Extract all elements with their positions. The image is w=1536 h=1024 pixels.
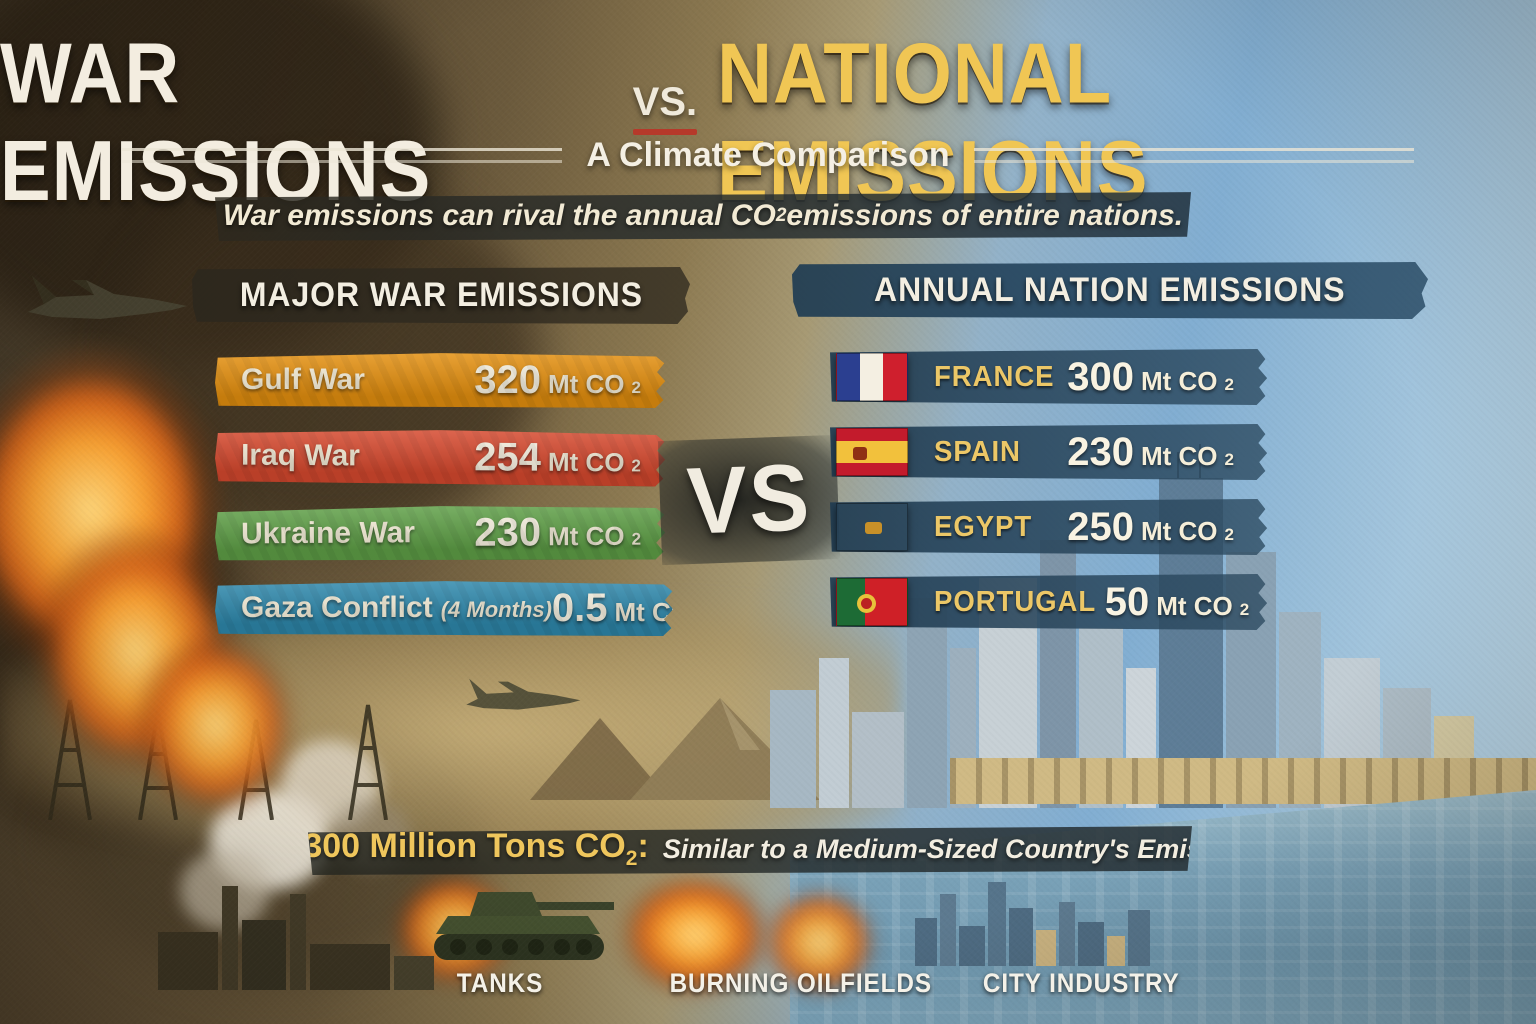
portugal-flag-icon [836, 578, 908, 626]
egypt-flag-icon [836, 503, 908, 551]
france-flag-icon [836, 353, 908, 401]
war-bar-iraq: Iraq War 254 Mt CO 2 [215, 427, 667, 486]
footer-note: Similar to a Medium-Sized Country's Emis… [662, 833, 1273, 864]
nation-row-spain: SPAIN 230 Mt CO 2 [830, 424, 1268, 480]
title-national-emissions: NATIONAL EMISSIONS [717, 26, 1149, 219]
war-bar-gaza: Gaza Conflict(4 Months) 0.5Mt CO2 [215, 581, 674, 636]
subtitle: A Climate Comparison [586, 136, 950, 174]
subtitle-rule-left [122, 148, 563, 163]
war-bar-label: Ukraine War [240, 516, 416, 551]
tagline-banner: War emissions can rival the annual CO 2 e… [215, 192, 1191, 241]
spain-flag-icon [836, 428, 908, 476]
nation-value: 50 Mt CO 2 [1104, 579, 1250, 624]
nation-row-egypt: EGYPT 250 Mt CO 2 [830, 499, 1268, 555]
nation-value: 250 Mt CO 2 [1067, 504, 1234, 549]
nation-row-france: FRANCE 300 Mt CO 2 [830, 349, 1268, 405]
fire-art [615, 870, 775, 1000]
factory-silhouette-art [158, 872, 438, 990]
war-bar-label: Gaza Conflict (4 Months) [241, 591, 552, 624]
footer-summary-banner: 200–300 Million Tons CO2: Similar to a M… [308, 826, 1192, 875]
war-bar-ukraine: Ukraine War 230 Mt CO 2 [215, 503, 667, 562]
fighter-jet-icon [28, 276, 187, 319]
fire-art [760, 885, 880, 1000]
scene-label-tanks: TANKS [456, 968, 544, 998]
tank-icon [434, 892, 614, 960]
vs-underline [632, 129, 698, 135]
title-vs: VS. [632, 80, 698, 135]
war-bar-value: 254 Mt CO 2 [474, 434, 642, 480]
vs-divider: VS [657, 434, 841, 566]
war-bar-value: 320 Mt CO 2 [474, 357, 641, 402]
scene-label-city-industry: CITY INDUSTRY [982, 968, 1180, 998]
war-bar-gulf: Gulf War 320 Mt CO 2 [215, 353, 666, 408]
subtitle-rule-right [973, 148, 1414, 163]
war-bar-label: Iraq War [240, 438, 361, 473]
war-bar-label: Gulf War [241, 363, 365, 396]
industry-silhouette-art [915, 876, 1215, 966]
nation-panel-heading: ANNUAL NATION EMISSIONS [792, 262, 1428, 319]
scene-label-burning-oilfields: BURNING OILFIELDS [669, 968, 932, 998]
waterfront-buildings-art [950, 758, 1536, 804]
war-bar-value: 230 Mt CO 2 [474, 509, 642, 555]
fire-art [130, 630, 300, 820]
war-bar-value: 0.5Mt CO2 [551, 585, 692, 630]
nation-value: 300 Mt CO 2 [1067, 354, 1234, 399]
nation-row-portugal: PORTUGAL 50 Mt CO 2 [830, 574, 1268, 630]
fighter-jet-icon [466, 678, 581, 710]
subtitle-row: A Climate Comparison [0, 136, 1536, 175]
footer-highlight: 200–300 Million Tons CO2: [227, 827, 649, 870]
page-title: WAR EMISSIONS VS. NATIONAL EMISSIONS [0, 26, 1536, 220]
nation-value: 230 Mt CO 2 [1067, 429, 1234, 474]
war-panel-heading: MAJOR WAR EMISSIONS [192, 267, 690, 324]
title-war-emissions: WAR EMISSIONS [0, 26, 432, 219]
